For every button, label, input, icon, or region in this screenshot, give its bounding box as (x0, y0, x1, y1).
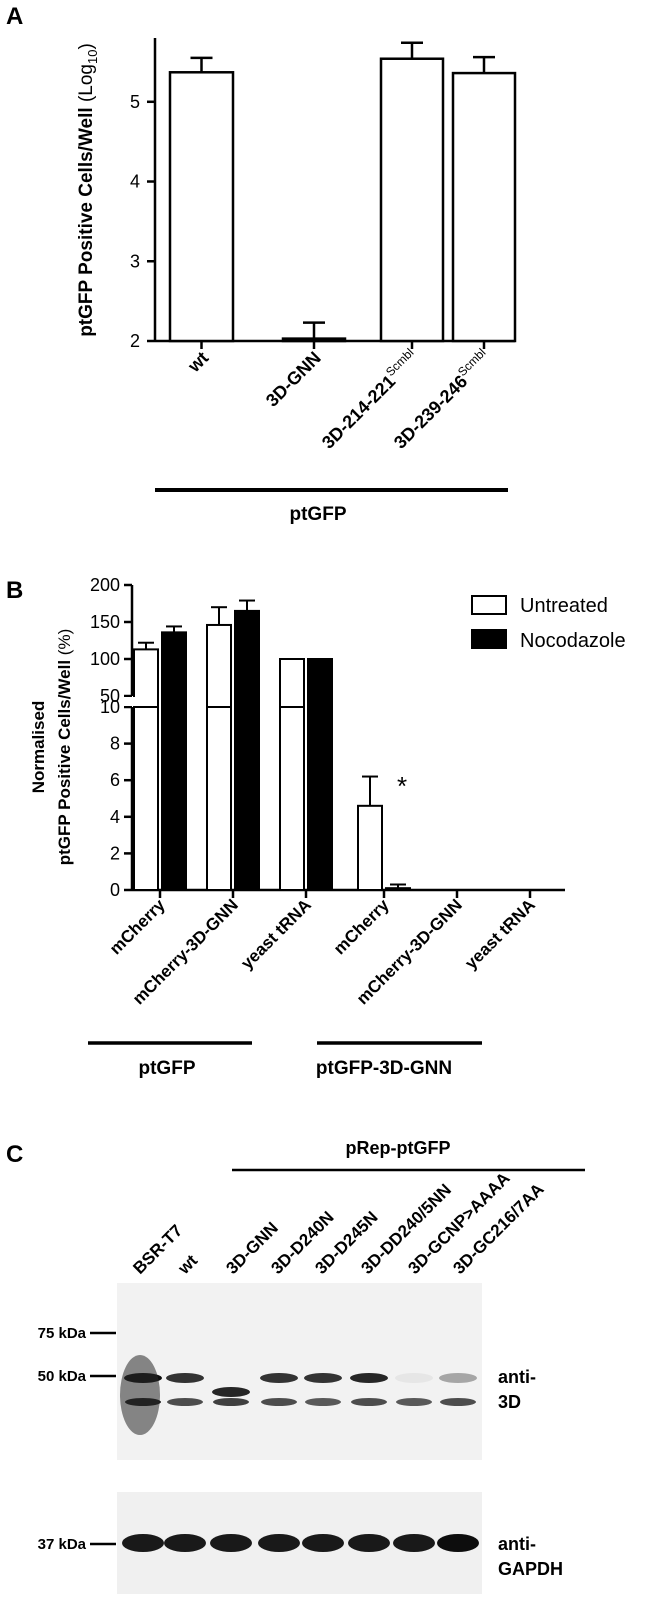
band-3d-lower (261, 1398, 297, 1406)
panel-b-bar-nocodazole (385, 887, 411, 891)
marker-37kda: 37 kDa (38, 1536, 87, 1553)
panel-b-bar-nocodazole-upper (234, 609, 260, 709)
legend-label-untreated: Untreated (520, 595, 608, 617)
panel-b-ylabel-line2: ptGFP Positive Cells/Well (%) (55, 629, 74, 866)
panel-a-ytick-label: 2 (130, 331, 140, 351)
blot-anti-3d (117, 1283, 482, 1460)
panel-b-bar-untreated-upper (133, 648, 159, 709)
panel-b-bar-untreated-lower (279, 706, 305, 891)
panel-b-ytick-label: 8 (110, 734, 120, 754)
panel-a-ytick-label: 4 (130, 172, 140, 192)
panel-b-xtick-label: mCherry (106, 895, 169, 958)
blot2-label-line2: GAPDH (498, 1559, 563, 1579)
panel-b-ytick-label: 200 (90, 575, 120, 595)
band-gapdh (164, 1534, 206, 1552)
panel-a-letter: A (6, 3, 23, 30)
band-gapdh (302, 1534, 344, 1552)
panel-a-xtick-label: wt (183, 348, 212, 377)
panel-b-ytick-label: 10 (100, 697, 120, 717)
panel-b-bar-untreated-upper (279, 658, 305, 708)
band-3d-lower (351, 1398, 387, 1406)
panel-a-group-label: ptGFP (290, 504, 347, 525)
panel-a-bar-wt (168, 71, 235, 343)
panel-b-bar-untreated-lower (133, 706, 159, 891)
panel-a-xtick-label: 3D-GNN (262, 348, 325, 411)
panel-a-bar-3d-239-246 (451, 71, 517, 343)
lane-smear (120, 1355, 160, 1435)
band-3d-lower (167, 1398, 203, 1406)
panel-b-bar-nocodazole-lower (307, 706, 333, 891)
band-3d-upper (260, 1373, 298, 1383)
panel-a-ytick-label: 3 (130, 251, 140, 271)
panel-b-bar-nocodazole-lower (234, 706, 260, 891)
panel-b-ytick-label: 2 (110, 843, 120, 863)
panel-b-ytick-label: 6 (110, 770, 120, 790)
band-3d-lower (305, 1398, 341, 1406)
legend-swatch-nocodazole (471, 629, 507, 649)
band-3d-lower (440, 1398, 476, 1406)
legend-label-nocodazole: Nocodazole (520, 630, 626, 652)
panel-b-xtick-label: yeast tRNA (237, 895, 315, 973)
blot2-label-line1: anti- (498, 1534, 536, 1554)
band-3d-upper (439, 1373, 477, 1383)
band-3d-upper (166, 1373, 204, 1383)
panel-b-ytick-label: 4 (110, 807, 120, 827)
band-3d-upper (350, 1373, 388, 1383)
panel-b-letter: B (6, 577, 23, 604)
lane-label: BSR-T7 (129, 1221, 186, 1278)
panel-b-bar-untreated-lower (206, 706, 232, 891)
band-gapdh (122, 1534, 164, 1552)
significance-asterisk: * (397, 771, 407, 801)
marker-50kda: 50 kDa (38, 1368, 87, 1385)
panel-b-bar-nocodazole-lower (161, 706, 187, 891)
band-gapdh (393, 1534, 435, 1552)
marker-75kda: 75 kDa (38, 1325, 87, 1342)
panel-b-xtick-label: mCherry (330, 895, 393, 958)
panel-b-group2-label: ptGFP-3D-GNN (316, 1058, 452, 1079)
band-gapdh (210, 1534, 252, 1552)
band-3d-lower (213, 1398, 249, 1406)
panel-c-letter: C (6, 1141, 23, 1168)
panel-b-ytick-label: 50 (100, 686, 120, 706)
panel-a-bar-3d-214-221 (379, 57, 445, 343)
band-3d-upper (395, 1373, 433, 1383)
panel-b-ytick-label: 100 (90, 649, 120, 669)
panel-c-header: pRep-ptGFP (346, 1138, 451, 1158)
panel-b-bar-untreated (357, 804, 383, 892)
panel-b-ytick-label: 150 (90, 612, 120, 632)
band-3d-upper (212, 1387, 250, 1397)
panel-a-bar-3d-gnn (281, 337, 347, 343)
band-gapdh (437, 1534, 479, 1552)
band-3d-lower (396, 1398, 432, 1406)
panel-b-ytick-label: 0 (110, 880, 120, 900)
panel-b-xtick-label: yeast tRNA (461, 895, 539, 973)
panel-a-ytick-label: 5 (130, 92, 140, 112)
panel-b-bar-untreated-upper (206, 623, 232, 709)
band-gapdh (348, 1534, 390, 1552)
panel-b-ylabel-line1: Normalised (29, 701, 48, 794)
lane-label: wt (174, 1251, 202, 1279)
panel-a-ylabel: ptGFP Positive Cells/Well (Log10) (76, 43, 100, 337)
panel-b-bar-nocodazole-upper (161, 631, 187, 708)
panel-b-group1-label: ptGFP (139, 1058, 196, 1079)
panel-b-bar-nocodazole-upper (307, 658, 333, 708)
blot1-label-line2: 3D (498, 1392, 521, 1412)
panel-b-axis-break (124, 697, 136, 706)
blot1-label-line1: anti- (498, 1367, 536, 1387)
legend-swatch-untreated (471, 595, 507, 615)
band-3d-upper (304, 1373, 342, 1383)
panel-b-legend: Untreated Nocodazole (471, 595, 626, 652)
band-gapdh (258, 1534, 300, 1552)
